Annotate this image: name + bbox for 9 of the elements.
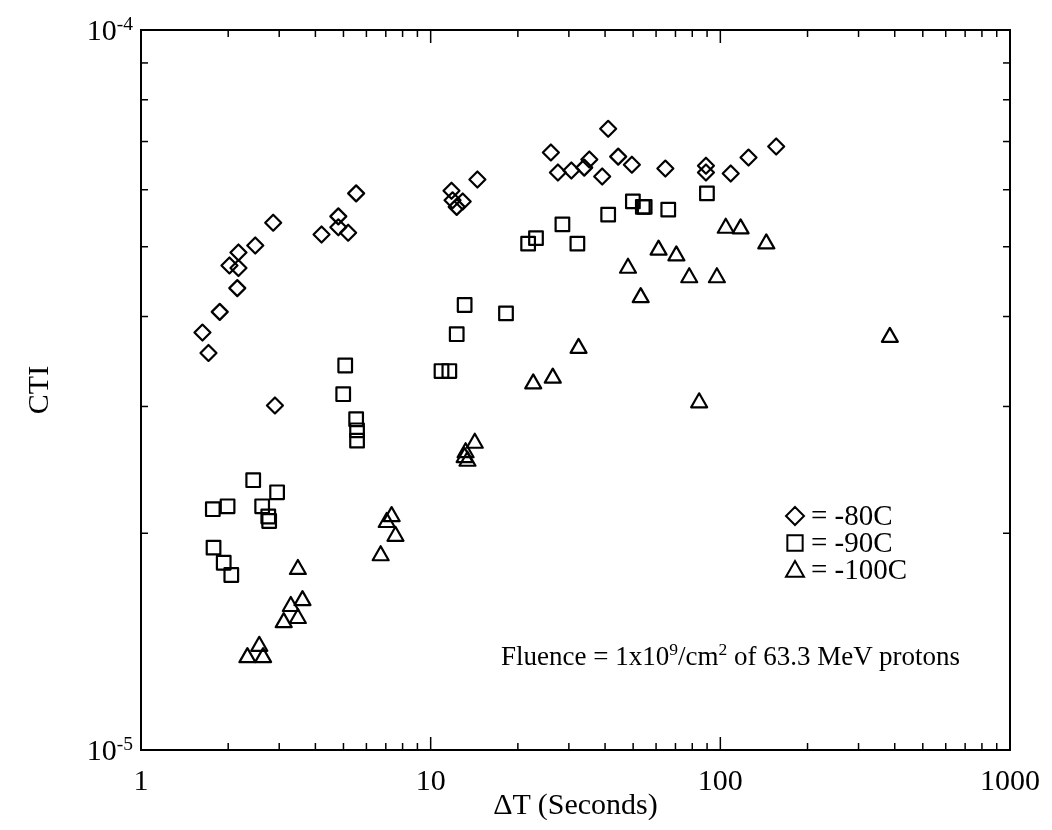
x-tick-label: 1000 — [980, 763, 1040, 796]
y-tick-label: 10$^{-4}$ — [86, 12, 134, 46]
y-axis-title: CTI — [21, 365, 54, 415]
x-tick-label: 10 — [415, 763, 446, 796]
x-axis-title: ΔT (Seconds) — [493, 787, 658, 821]
annotation: Fluence = 1x10$^{9}$/cm$^{2}$ of 63.3 MeV protons — [501, 639, 960, 671]
x-tick-label: 100 — [697, 763, 743, 796]
x-tick-label: 1 — [133, 763, 149, 796]
y-tick-label: 10$^{-5}$ — [86, 732, 133, 766]
